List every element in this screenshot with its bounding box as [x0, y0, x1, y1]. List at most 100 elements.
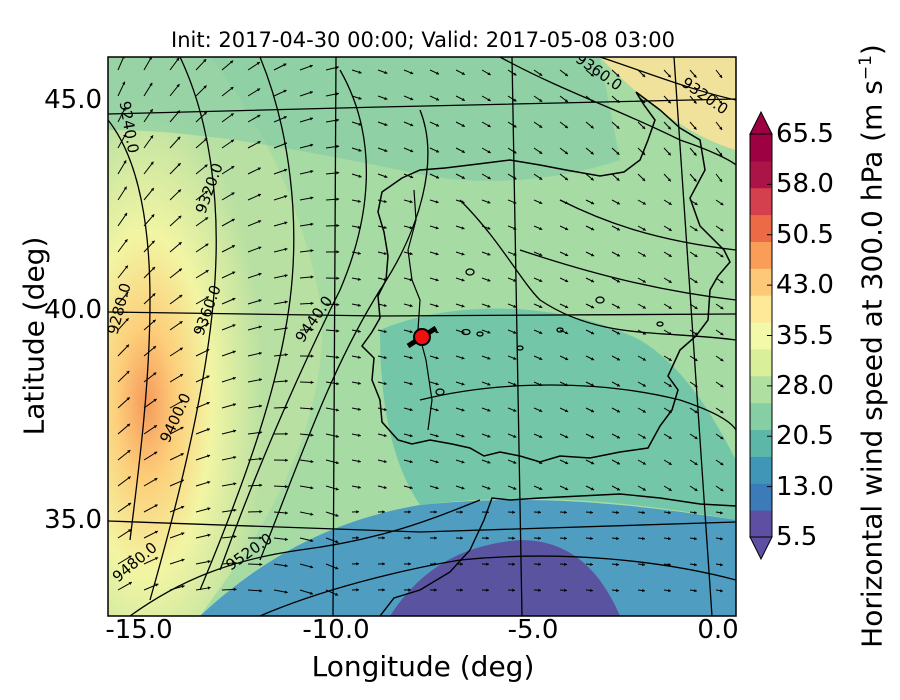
wind-arrow — [124, 265, 128, 269]
wind-arrow — [358, 96, 362, 100]
wind-arrow — [336, 329, 340, 333]
wind-arrow — [564, 357, 569, 361]
wind-arrow — [285, 458, 288, 462]
wind-arrow — [233, 508, 237, 512]
wind-arrow — [461, 304, 465, 308]
wind-arrow — [694, 436, 698, 439]
wind-arrow — [205, 296, 209, 300]
wind-arrow — [512, 588, 515, 592]
wind-arrow — [668, 357, 672, 361]
wind-arrow — [719, 152, 723, 156]
wind-arrow — [590, 510, 593, 515]
wind-arrow — [564, 253, 569, 257]
wind-arrow — [616, 177, 620, 181]
height-contour — [199, 57, 295, 591]
wind-arrow — [719, 178, 723, 182]
wind-arrow — [435, 278, 439, 282]
wind-arrow — [435, 226, 439, 230]
x-tick: -5.0 — [507, 615, 559, 645]
wind-arrow — [693, 563, 697, 567]
y-axis-label: Latitude (deg) — [17, 236, 51, 436]
colorbar-tick: 20.5 — [776, 421, 834, 452]
wind-arrow — [435, 175, 440, 179]
wind-arrow — [126, 370, 130, 375]
wind-arrow — [461, 434, 465, 438]
wind-arrow — [336, 302, 340, 307]
wind-arrow — [180, 426, 184, 430]
wind-arrow — [259, 536, 263, 540]
colorbar-tick: 28.0 — [776, 370, 834, 401]
wind-arrow — [590, 383, 595, 387]
wind-arrow — [309, 117, 314, 121]
wind-arrow — [122, 134, 126, 138]
wind-arrow — [616, 201, 620, 205]
coastline-iberia — [361, 91, 731, 463]
wind-arrow — [203, 111, 207, 115]
wind-arrow — [461, 123, 465, 127]
wind-arrow — [232, 403, 236, 407]
wind-arrow — [233, 587, 237, 592]
wind-arrow — [409, 434, 413, 438]
wind-arrow — [410, 149, 414, 153]
wind-arrow — [461, 226, 465, 230]
wind-arrow — [256, 62, 260, 66]
wind-arrow — [383, 251, 387, 256]
wind-arrow — [435, 200, 439, 204]
wind-arrow — [513, 408, 517, 412]
wind-arrow — [259, 589, 263, 593]
wind-arrow — [435, 356, 439, 360]
wind-arrow — [642, 73, 646, 78]
wind-arrow — [383, 459, 387, 464]
colorbar-tick: 35.5 — [776, 320, 834, 351]
colorbar-tick: 50.5 — [776, 219, 834, 250]
wind-arrow — [409, 486, 413, 490]
wind-arrow — [435, 330, 439, 334]
wind-arrow — [435, 97, 440, 101]
weak-wind-core — [390, 540, 620, 616]
wind-arrow — [564, 227, 569, 231]
wind-arrow — [461, 252, 465, 256]
wind-arrow — [335, 513, 339, 517]
wind-arrow — [487, 408, 491, 412]
wind-arrow — [487, 150, 491, 154]
wind-arrow — [435, 123, 440, 127]
wind-arrow — [177, 136, 181, 140]
wind-arrow — [149, 82, 153, 87]
wind-arrow — [720, 488, 724, 492]
wind-arrow — [616, 73, 620, 77]
x-tick: 0.0 — [697, 615, 739, 645]
wind-arrow — [356, 588, 359, 592]
wind-arrow — [539, 408, 543, 412]
wind-arrow — [667, 536, 671, 541]
wind-arrow — [694, 228, 698, 231]
wind-arrow — [125, 344, 130, 348]
wind-arrow — [310, 538, 314, 543]
wind-arrow — [513, 304, 517, 308]
wind-arrow — [694, 488, 698, 491]
wind-arrow — [177, 163, 181, 167]
wind-arrow — [513, 460, 517, 464]
wind-arrow — [564, 331, 569, 335]
wind-arrow — [616, 510, 619, 515]
wind-arrow — [123, 186, 127, 190]
wind-arrow — [642, 279, 646, 283]
plot-frame — [107, 56, 737, 617]
wind-arrow — [233, 535, 237, 539]
wind-arrow — [383, 381, 387, 386]
wind-arrow — [720, 332, 724, 336]
wind-arrow — [258, 378, 262, 382]
wind-arrow — [667, 178, 671, 182]
wind-arrow — [336, 381, 340, 386]
wind-arrow — [150, 135, 154, 139]
wind-arrow — [231, 192, 235, 196]
wind-arrow — [383, 433, 387, 438]
wind-arrow — [383, 485, 387, 490]
wind-arrow — [539, 72, 543, 76]
wind-arrow — [642, 510, 645, 515]
wind-arrow — [123, 160, 127, 164]
wind-arrow — [461, 408, 465, 412]
wind-arrow — [693, 178, 697, 182]
wind-arrow — [383, 199, 387, 204]
wind-arrow — [668, 253, 672, 257]
height-contour — [219, 69, 367, 571]
